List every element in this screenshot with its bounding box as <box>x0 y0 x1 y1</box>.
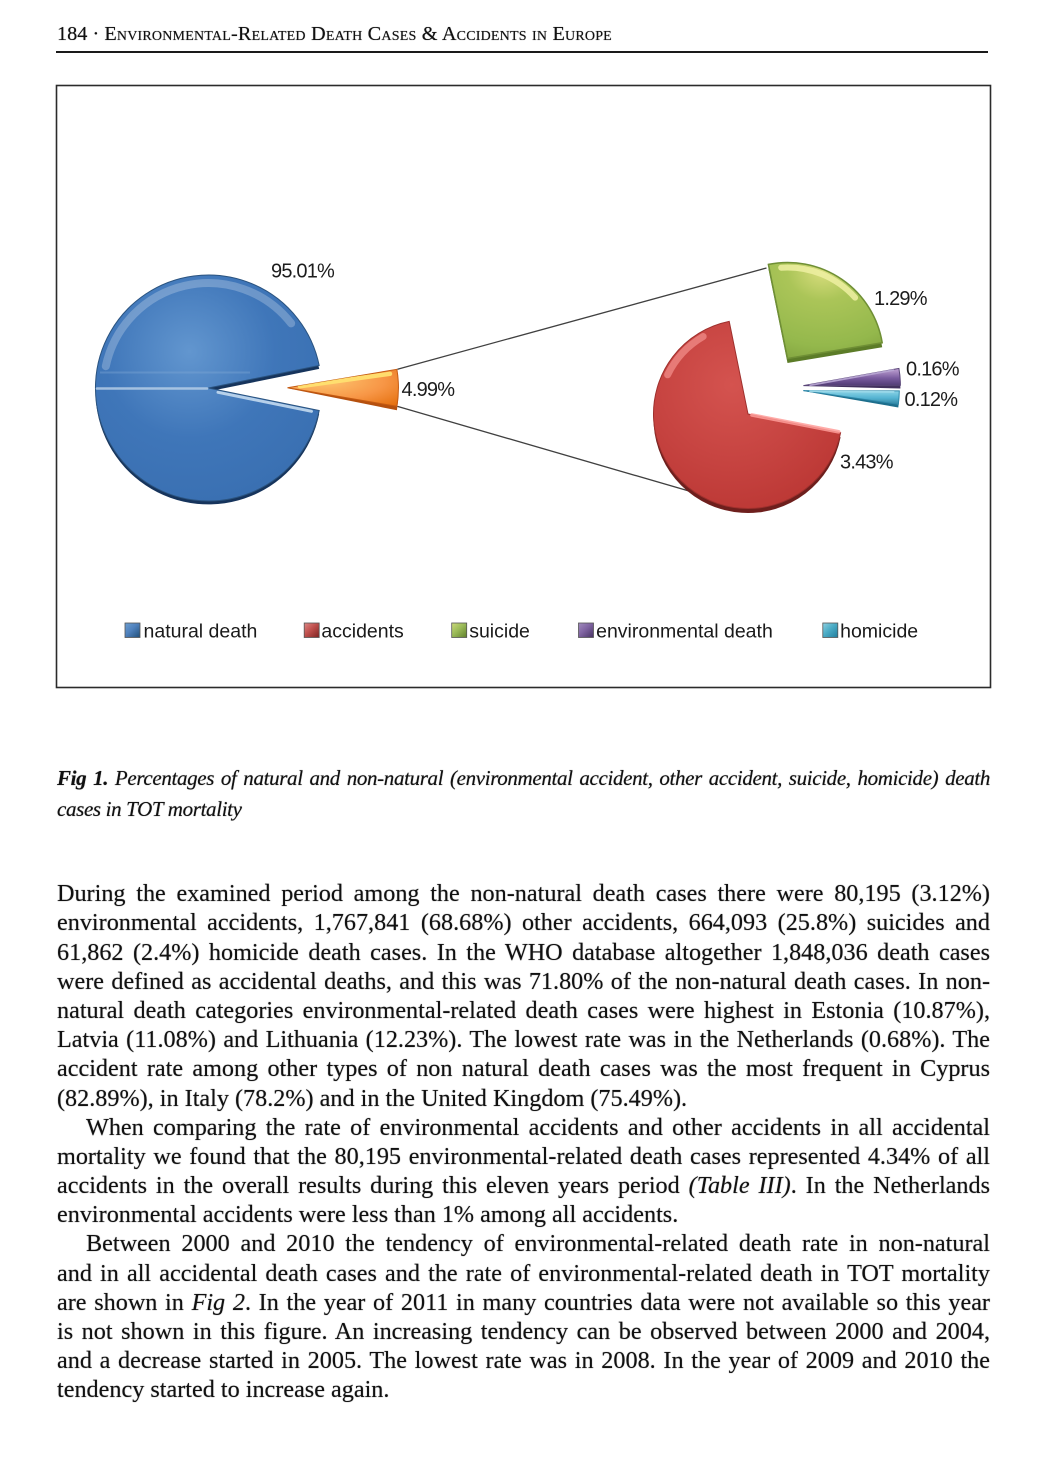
svg-text:0.12%: 0.12% <box>905 389 959 411</box>
svg-text:95.01%: 95.01% <box>271 261 335 283</box>
svg-text:suicide: suicide <box>469 621 530 643</box>
svg-text:homicide: homicide <box>840 621 918 643</box>
svg-text:3.43%: 3.43% <box>840 452 894 474</box>
svg-text:environmental death: environmental death <box>596 621 773 643</box>
svg-text:1.29%: 1.29% <box>874 288 928 310</box>
svg-text:accidents: accidents <box>321 621 404 643</box>
svg-text:natural death: natural death <box>144 621 258 643</box>
svg-text:0.16%: 0.16% <box>906 358 960 380</box>
svg-text:4.99%: 4.99% <box>402 379 456 401</box>
